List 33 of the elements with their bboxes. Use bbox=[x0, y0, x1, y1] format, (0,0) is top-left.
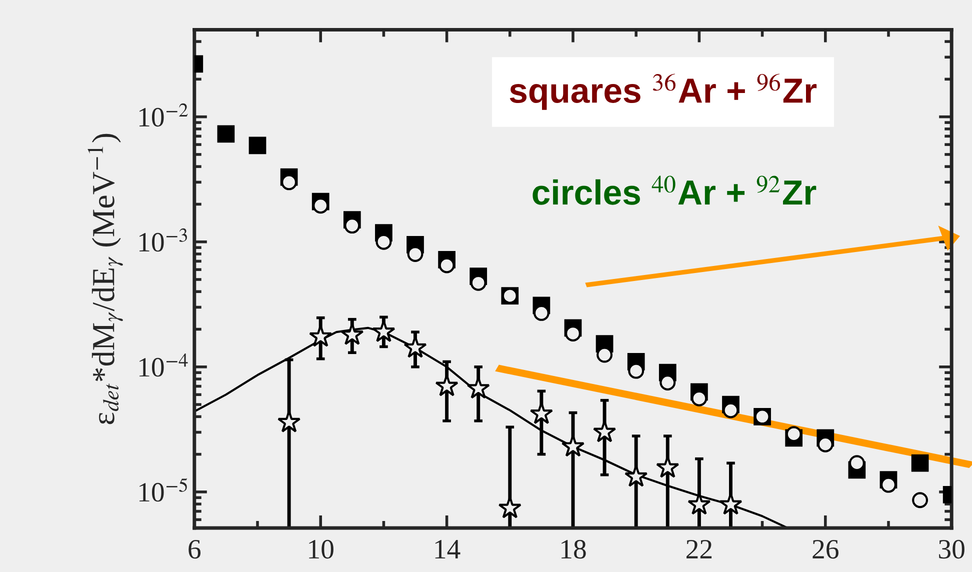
point bbox=[344, 218, 360, 234]
y-tick-label: 10$^{−3}$ bbox=[139, 228, 187, 252]
x-tick-label: 26 bbox=[812, 540, 838, 559]
point bbox=[596, 346, 613, 363]
y-tick-label: 10$^{−5}$ bbox=[139, 478, 188, 502]
point bbox=[248, 136, 266, 154]
x-tick-label: 6 bbox=[188, 540, 201, 559]
x-tick-label: 14 bbox=[435, 540, 460, 558]
point bbox=[656, 456, 680, 478]
point bbox=[880, 476, 896, 493]
point bbox=[628, 362, 644, 379]
x-tick-label: 10 bbox=[309, 540, 334, 559]
point bbox=[660, 374, 676, 390]
point bbox=[217, 125, 235, 143]
annotation: circles $^{40}$Ar + $^{92}$Zr bbox=[532, 176, 816, 205]
x-tick-label: 18 bbox=[562, 540, 586, 559]
point bbox=[435, 374, 458, 396]
x-tick-label: 22 bbox=[686, 540, 712, 558]
point bbox=[912, 492, 928, 508]
point bbox=[438, 257, 455, 274]
point bbox=[722, 402, 739, 418]
point bbox=[312, 198, 329, 214]
point bbox=[688, 492, 711, 515]
point bbox=[719, 492, 742, 515]
y-tick-label: 10$^{−2}$ bbox=[139, 103, 188, 127]
annotation: squares $^{36}$Ar + $^{96}$Zr bbox=[510, 74, 817, 110]
point bbox=[281, 174, 298, 190]
point bbox=[498, 496, 522, 518]
point bbox=[911, 454, 929, 472]
text: ε$_{det}$*dM$_{γ}$/dE$_{γ}$ (MeV$^{−1}$) bbox=[88, 134, 123, 424]
x-tick-label: 30 bbox=[939, 540, 964, 559]
y-tick-label: 10$^{−4}$ bbox=[139, 353, 188, 377]
point bbox=[308, 324, 332, 347]
